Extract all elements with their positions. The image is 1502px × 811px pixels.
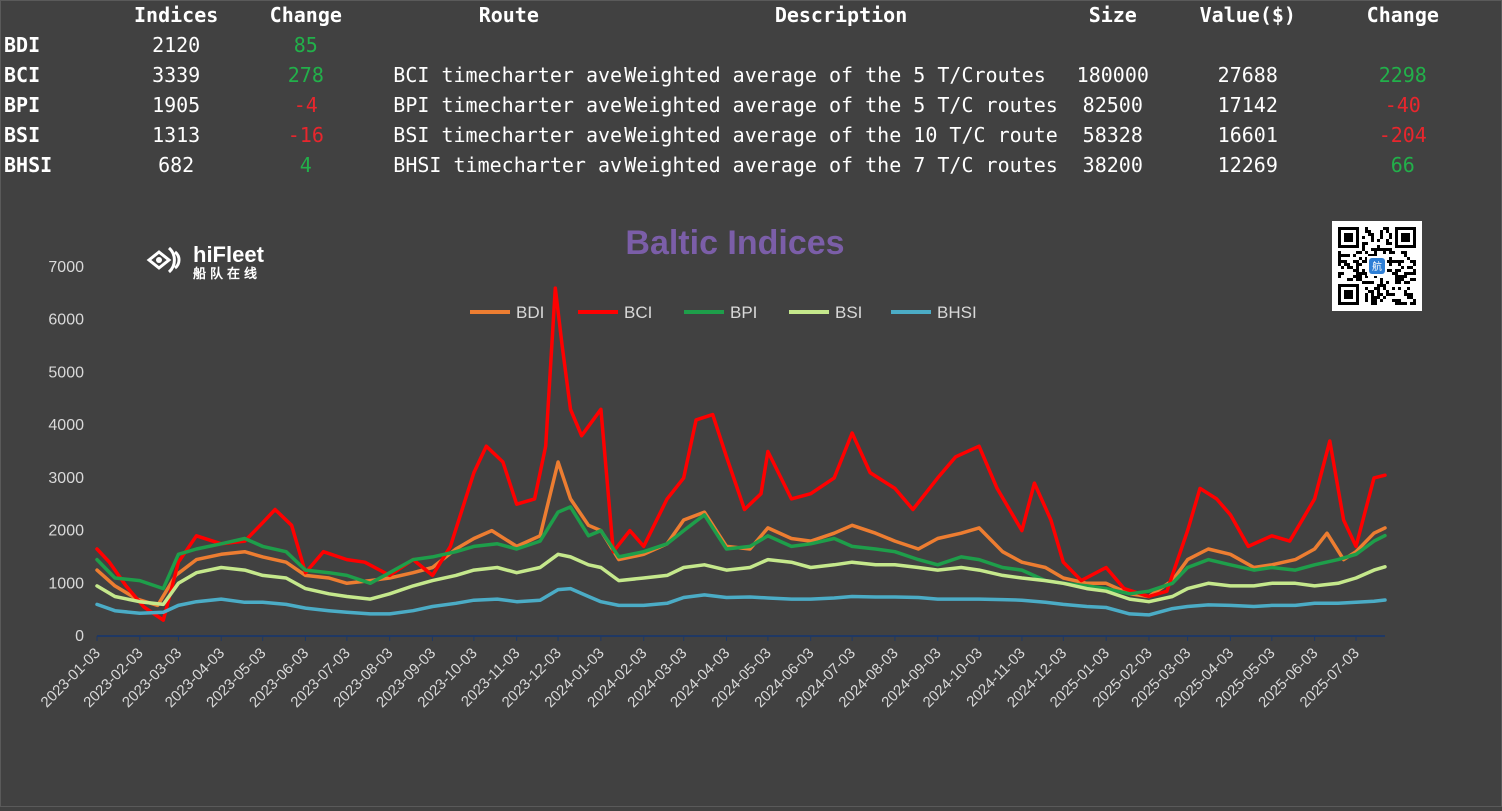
legend-label-bci: BCI — [624, 303, 652, 322]
y-tick-label: 1000 — [48, 575, 84, 592]
qr-code: 航 — [1332, 221, 1422, 311]
table-row: BPI 1905 -4 BPI timecharter ave Weighted ave… — [0, 90, 1478, 120]
route-cell: BPI timecharter ave — [393, 90, 624, 120]
series-line-bsi — [95, 552, 1387, 607]
logo-subtitle: 船队在线 — [193, 266, 261, 280]
value-change-cell: -40 — [1384, 93, 1421, 117]
legend-label-bhsi: BHSI — [937, 303, 977, 322]
index-name-cell: BSI — [4, 123, 41, 147]
value-cell — [1168, 30, 1328, 60]
header-value-change: Change — [1366, 3, 1439, 27]
index-name-cell: BHSI — [4, 153, 53, 177]
index-value-cell: 3339 — [152, 63, 201, 87]
description-cell: Weighted average of the 5 T/C routes — [624, 93, 1058, 117]
index-value-cell: 1905 — [152, 93, 201, 117]
chart-legend: BDI BCI BPI BSI BHSI — [470, 303, 977, 322]
route-cell: BCI timecharter ave — [393, 60, 624, 90]
value-cell: 16601 — [1217, 123, 1278, 147]
y-tick-label: 3000 — [48, 470, 84, 487]
route-text: BPI timecharter ave — [393, 93, 623, 117]
series-line-bpi — [95, 505, 1387, 596]
value-change-cell: -204 — [1378, 123, 1427, 147]
baltic-indices-chart: Baltic Indices 0 1000 2000 3000 4000 5000 6000… — [38, 224, 1387, 711]
table-row: BCI 3339 278 BCI timecharter ave Weighted av… — [0, 60, 1478, 90]
chart-container: Baltic Indices 0 1000 2000 3000 4000 5000 6000… — [0, 210, 1502, 807]
index-change-cell: -4 — [293, 93, 318, 117]
size-cell: 82500 — [1082, 93, 1143, 117]
index-name-cell: BCI — [4, 63, 41, 87]
index-name-cell: BDI — [4, 33, 41, 57]
series-line-bhsi — [95, 586, 1387, 617]
index-change-cell: -16 — [287, 123, 324, 147]
value-cell: 12269 — [1217, 153, 1278, 177]
header-size: Size — [1088, 3, 1137, 27]
header-indices: Indices — [134, 3, 219, 27]
hifleet-logo: hiFleet 船队在线 — [145, 240, 285, 281]
description-cell — [624, 30, 1057, 60]
size-cell: 58328 — [1082, 123, 1143, 147]
x-axis: 2023-01-032023-02-032023-03-032023-04-03… — [38, 635, 1385, 711]
value-change-cell — [1328, 30, 1478, 60]
size-cell — [1058, 30, 1168, 60]
size-cell: 38200 — [1082, 153, 1143, 177]
route-cell: BSI timecharter ave — [393, 120, 624, 150]
header-value: Value($) — [1199, 3, 1296, 27]
header-description: Description — [774, 3, 908, 27]
logo-brand: hiFleet — [193, 242, 265, 267]
y-tick-label: 5000 — [48, 364, 84, 381]
indices-table: Indices Change Route Description Size Va… — [0, 0, 1478, 180]
index-value-cell: 1313 — [152, 123, 201, 147]
description-cell: Weighted average of the 5 T/Croutes — [624, 63, 1046, 87]
value-cell: 27688 — [1217, 63, 1278, 87]
y-tick-label: 2000 — [48, 523, 84, 540]
index-name-cell: BPI — [4, 93, 41, 117]
table-row: BSI 1313 -16 BSI timecharter ave Weighted av… — [0, 120, 1478, 150]
series-line-bdi — [95, 460, 1387, 608]
header-route: Route — [478, 3, 539, 27]
legend-label-bsi: BSI — [835, 303, 862, 322]
series-lines — [95, 286, 1387, 622]
legend-label-bdi: BDI — [516, 303, 544, 322]
route-text: BCI timecharter ave — [393, 63, 623, 87]
index-change-cell: 4 — [299, 153, 312, 177]
route-cell: BHSI timecharter av — [393, 150, 624, 180]
description-cell: Weighted average of the 10 T/C route — [624, 123, 1058, 147]
table-row: BHSI 682 4 BHSI timecharter av Weighted aver… — [0, 150, 1478, 180]
route-text: BHSI timecharter av — [393, 153, 623, 177]
value-change-cell: 2298 — [1378, 63, 1427, 87]
table-row: BDI 2120 85 — [0, 30, 1478, 60]
y-tick-label: 4000 — [48, 417, 84, 434]
header-change: Change — [269, 3, 342, 27]
y-axis: 0 1000 2000 3000 4000 5000 6000 7000 — [48, 259, 84, 645]
series-line-bci — [95, 286, 1387, 622]
index-change-cell: 278 — [287, 63, 324, 87]
table-header-row: Indices Change Route Description Size Va… — [0, 0, 1478, 30]
value-cell: 17142 — [1217, 93, 1278, 117]
description-cell: Weighted average of the 7 T/C routes — [624, 153, 1058, 177]
size-cell: 180000 — [1076, 63, 1149, 87]
header-name-cell — [0, 0, 134, 30]
index-value-cell: 2120 — [152, 33, 201, 57]
qr-center-label: 航 — [1372, 260, 1382, 273]
y-tick-label: 7000 — [48, 259, 84, 276]
value-change-cell: 66 — [1390, 153, 1415, 177]
route-cell — [393, 30, 624, 60]
y-tick-label: 0 — [75, 628, 84, 645]
chart-title: Baltic Indices — [625, 224, 844, 262]
index-change-cell: 85 — [293, 33, 318, 57]
index-value-cell: 682 — [158, 153, 195, 177]
route-text: BSI timecharter ave — [393, 123, 623, 147]
y-tick-label: 6000 — [48, 312, 84, 329]
legend-label-bpi: BPI — [730, 303, 757, 322]
